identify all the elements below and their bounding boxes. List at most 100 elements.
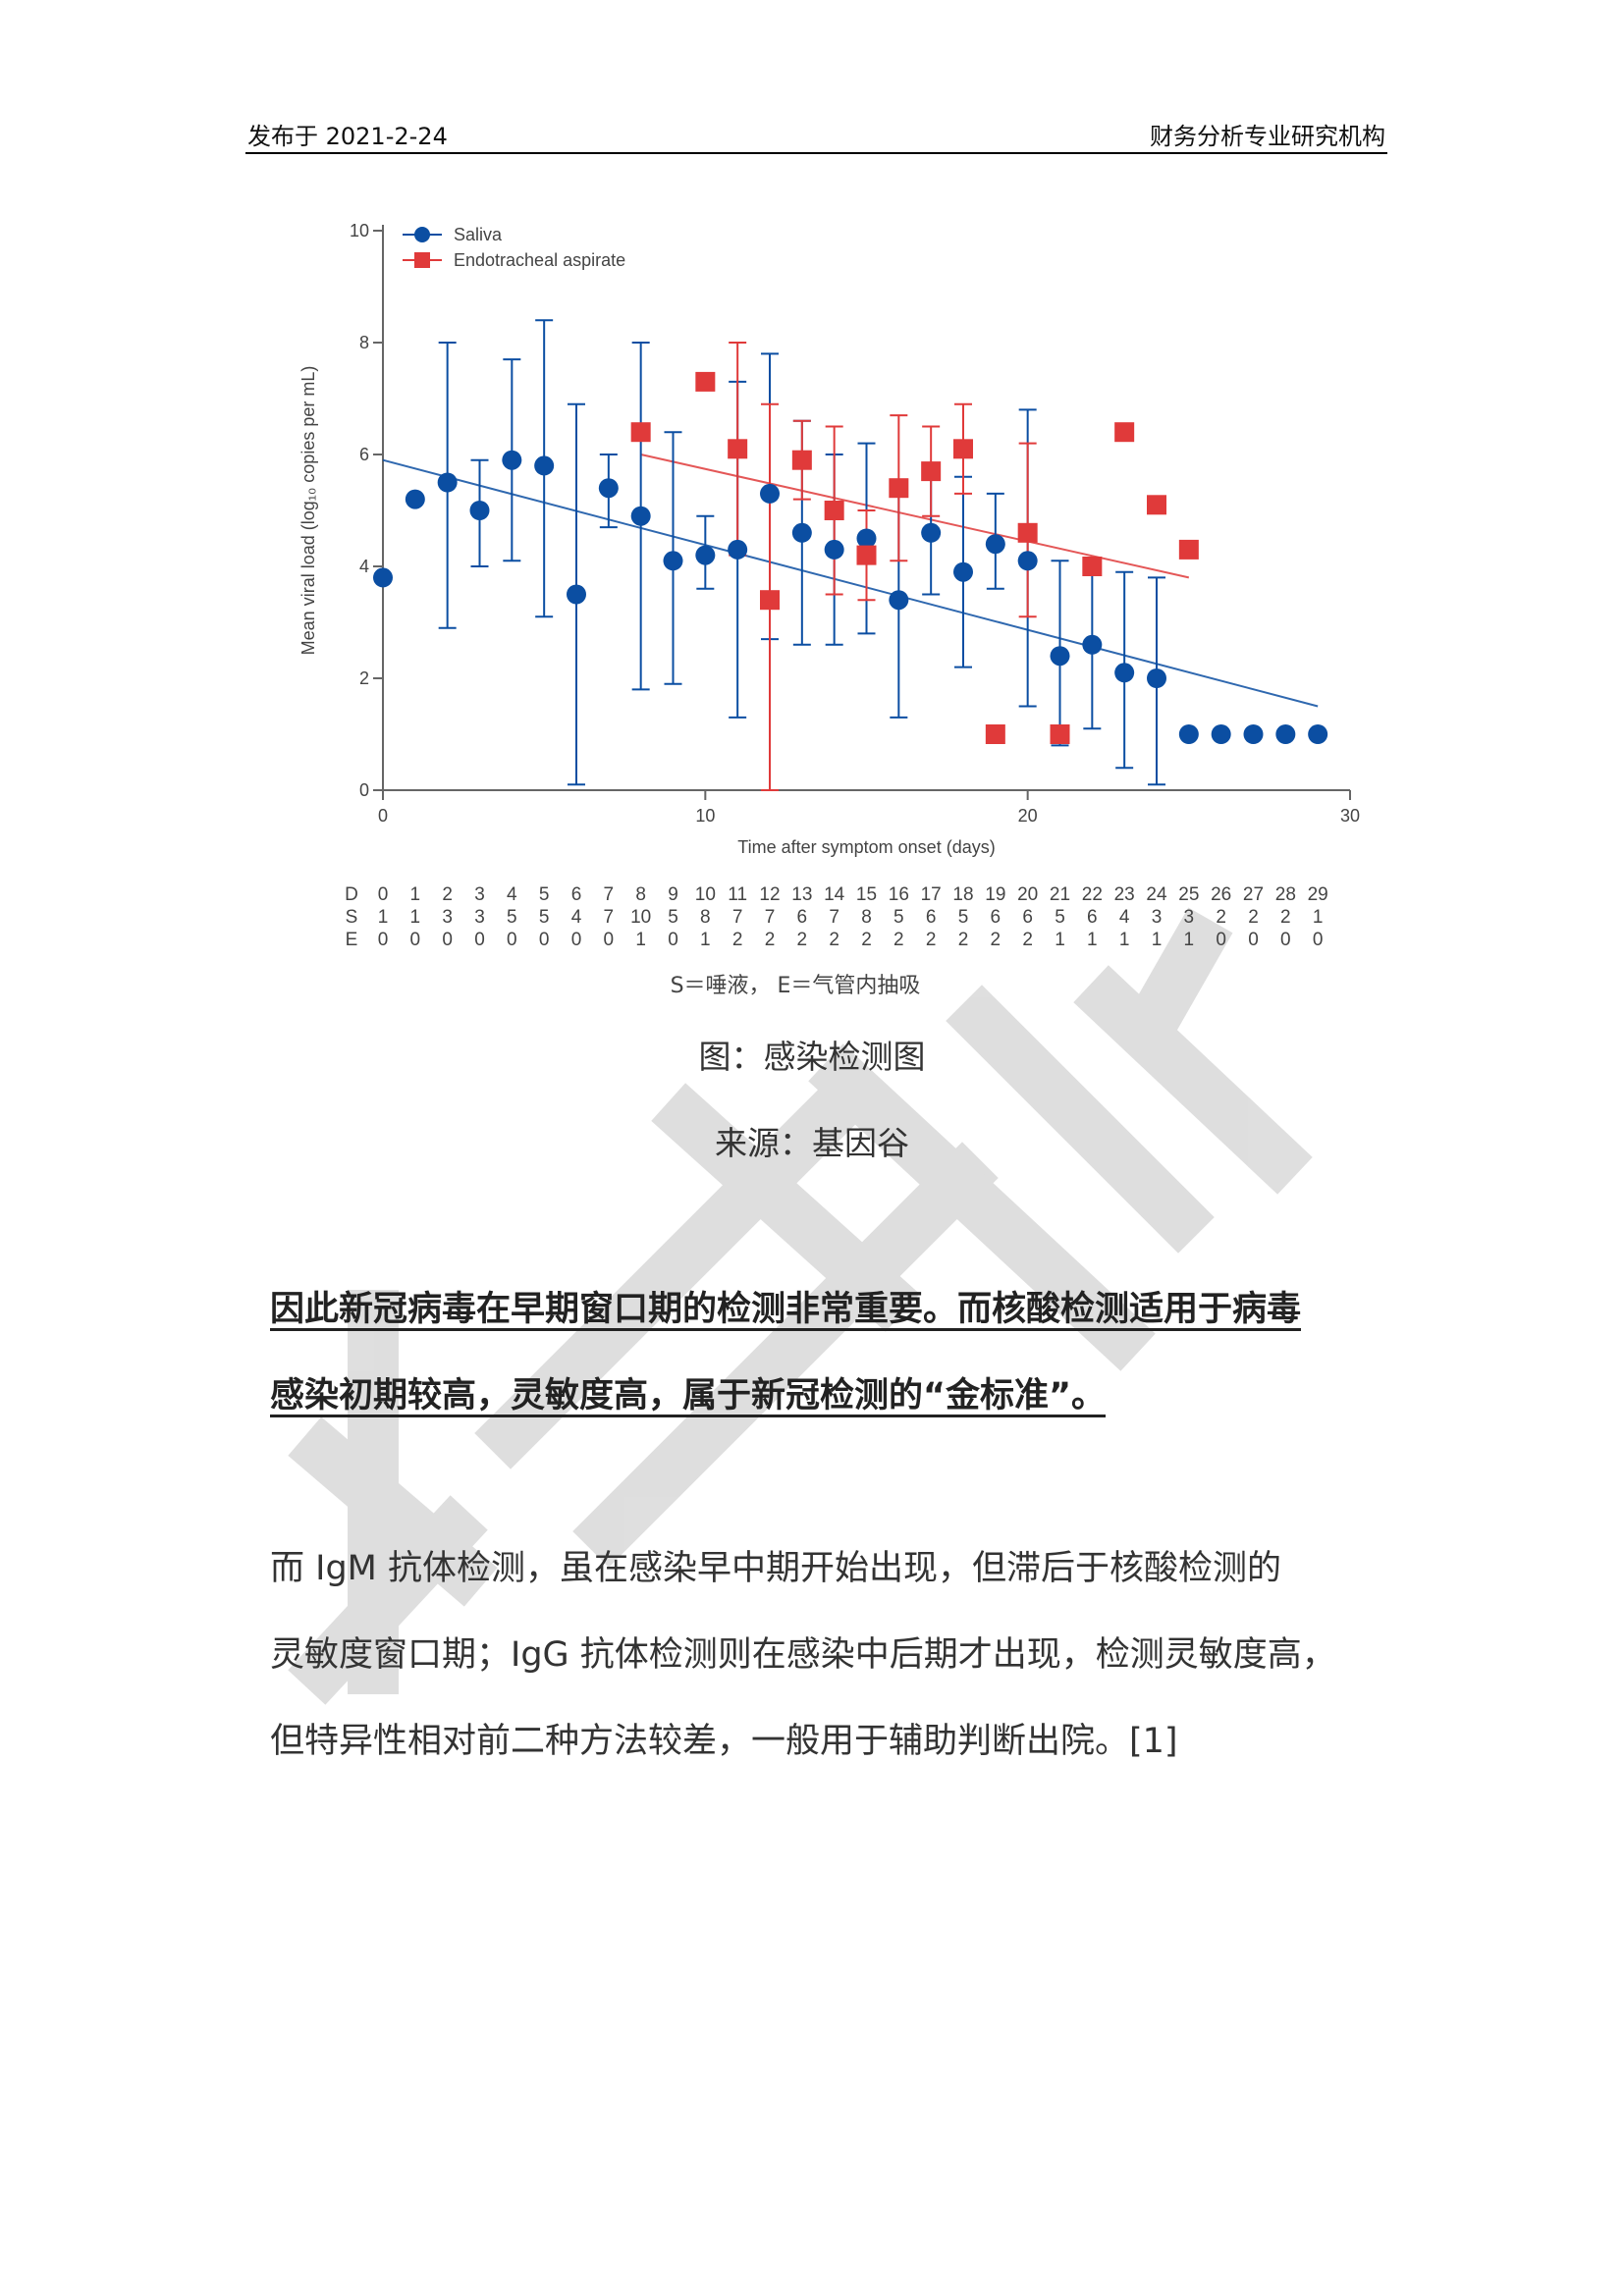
table-cell: 5 — [539, 884, 550, 905]
saliva-point — [567, 584, 586, 605]
y-tick-label: 0 — [359, 780, 369, 800]
table-cell: 14 — [824, 884, 845, 905]
table-cell: 6 — [1087, 907, 1098, 928]
table-cell: 1 — [378, 907, 389, 928]
legend-label: Saliva — [454, 225, 503, 244]
table-cell: 2 — [893, 930, 904, 950]
y-axis-title: Mean viral load (log₁₀ copies per mL) — [298, 366, 318, 656]
table-cell: 5 — [507, 907, 517, 928]
saliva-point — [1178, 724, 1199, 744]
table-cell: 22 — [1082, 884, 1103, 905]
saliva-point — [728, 539, 748, 560]
table-cell: 0 — [442, 930, 453, 950]
table-cell: 24 — [1146, 884, 1167, 905]
saliva-point — [630, 506, 651, 526]
table-cell: 1 — [1152, 930, 1163, 950]
saliva-point — [1243, 724, 1264, 744]
endotracheal-point — [1178, 539, 1199, 560]
x-tick-label: 0 — [378, 806, 388, 826]
saliva-point — [856, 528, 877, 549]
endotracheal-point — [953, 439, 973, 459]
endotracheal-point — [695, 371, 716, 392]
table-cell: 2 — [765, 930, 776, 950]
table-cell: 1 — [410, 884, 421, 905]
table-cell: 0 — [378, 930, 389, 950]
table-cell: 2 — [926, 930, 937, 950]
antibody-test-paragraph: 而 IgM 抗体检测，虽在感染早中期开始出现，但滞后于核酸检测的 灵敏度窗口期；… — [270, 1525, 1370, 1785]
table-cell: 0 — [668, 930, 678, 950]
table-cell: 2 — [861, 930, 872, 950]
table-cell: 0 — [474, 930, 485, 950]
saliva-point — [1017, 551, 1038, 571]
table-cell: 2 — [1216, 907, 1226, 928]
saliva-point — [373, 567, 393, 588]
saliva-point — [695, 545, 716, 565]
table-cell: 15 — [856, 884, 877, 905]
legend-label: Endotracheal aspirate — [454, 250, 625, 270]
table-cell: 0 — [507, 930, 517, 950]
saliva-point — [405, 489, 425, 509]
legend-marker-square — [414, 252, 430, 268]
table-cell: 2 — [442, 884, 453, 905]
table-cell: 8 — [700, 907, 711, 928]
saliva-point — [1308, 724, 1328, 744]
y-tick-label: 6 — [359, 445, 369, 464]
saliva-point — [985, 534, 1005, 555]
table-cell: 3 — [1152, 907, 1163, 928]
endotracheal-point — [1147, 495, 1166, 515]
table-cell: 8 — [861, 907, 872, 928]
table-cell: 7 — [765, 907, 776, 928]
table-cell: 0 — [1248, 930, 1259, 950]
table-cell: 1 — [1087, 930, 1098, 950]
saliva-point — [469, 501, 490, 520]
table-cell: 1 — [1313, 907, 1324, 928]
x-tick-label: 20 — [1018, 806, 1038, 826]
table-cell: 6 — [1022, 907, 1033, 928]
table-cell: 1 — [700, 930, 711, 950]
table-row-label: S — [346, 907, 358, 928]
publish-date: 发布于 2021-2-24 — [247, 123, 448, 150]
table-cell: 3 — [442, 907, 453, 928]
table-cell: 3 — [474, 907, 485, 928]
table-cell: 8 — [635, 884, 646, 905]
table-cell: 0 — [378, 884, 389, 905]
table-cell: 17 — [921, 884, 942, 905]
table-cell: 2 — [732, 930, 743, 950]
saliva-point — [760, 483, 780, 504]
saliva-point — [437, 472, 458, 493]
saliva-trend-line — [382, 458, 1319, 708]
table-cell: 20 — [1017, 884, 1038, 905]
endotracheal-point — [824, 501, 844, 520]
saliva-point — [1275, 724, 1296, 744]
table-cell: 5 — [668, 907, 678, 928]
saliva-point — [663, 551, 683, 571]
table-cell: 4 — [507, 884, 517, 905]
para-line-3: 但特异性相对前二种方法较差，一般用于辅助判断出院。[1] — [270, 1722, 1178, 1761]
figure-caption: 图：感染检测图 — [698, 1038, 926, 1076]
table-cell: 2 — [829, 930, 839, 950]
table-cell: 11 — [728, 884, 747, 905]
saliva-point — [1211, 724, 1231, 744]
table-row-label: E — [346, 930, 358, 950]
table-cell: 4 — [1119, 907, 1130, 928]
endotracheal-point — [856, 545, 877, 565]
plot-area: 0 2 4 6 8 10 0 10 20 30 Time after symptom onset (… — [298, 221, 1360, 857]
x-axis-title: Time after symptom onset (days) — [737, 837, 995, 857]
endotracheal-point — [985, 724, 1005, 744]
table-cell: 10 — [695, 884, 716, 905]
y-tick-label: 4 — [359, 557, 369, 576]
table-cell: 2 — [991, 930, 1001, 950]
endotracheal-point — [791, 450, 812, 470]
x-tick-label: 30 — [1340, 806, 1360, 826]
para-line-2: 灵敏度窗口期；IgG 抗体检测则在感染中后期才出现，检测灵敏度高， — [270, 1635, 1336, 1675]
bold-line-2: 感染初期较高，灵敏度高，属于新冠检测的“金标准”。 — [270, 1376, 1107, 1415]
saliva-point — [534, 455, 555, 476]
table-cell: 2 — [1248, 907, 1259, 928]
saliva-point — [824, 539, 844, 560]
saliva-point — [953, 561, 973, 582]
table-cell: 7 — [604, 907, 615, 928]
organization-name: 财务分析专业研究机构 — [1150, 123, 1385, 150]
table-cell: 3 — [474, 884, 485, 905]
table-cell: 28 — [1275, 884, 1296, 905]
